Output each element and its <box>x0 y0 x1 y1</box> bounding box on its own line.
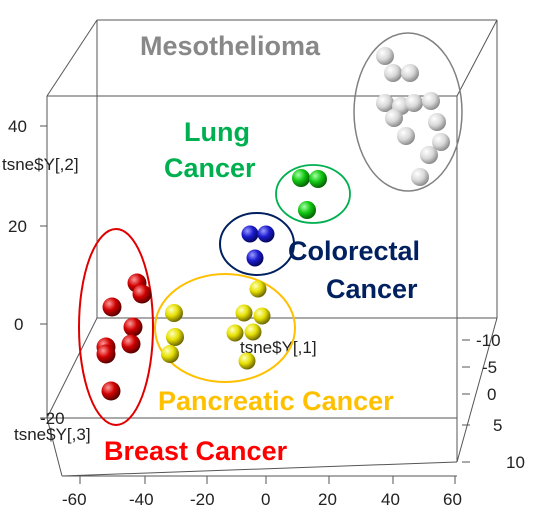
pancreatic-cancer-cluster-ring <box>154 273 296 383</box>
plot-box-frame <box>46 19 498 477</box>
colorectal-cancer-label-line-2: Cancer <box>326 274 418 304</box>
x-tick-label: 20 <box>318 490 337 509</box>
x-axis-title: tsne$Y[,1] <box>240 338 317 357</box>
z-tick-label: 5 <box>493 416 502 435</box>
breast-cancer-point <box>96 344 116 364</box>
x-tick-label: -20 <box>190 490 215 509</box>
z-tick-label: 0 <box>487 385 496 404</box>
pancreatic-cancer-point <box>249 280 267 298</box>
mesothelioma-point <box>376 94 394 112</box>
mesothelioma-point <box>376 47 394 65</box>
colorectal-cancer-label-line-1: Colorectal <box>288 236 420 266</box>
lung-cancer-label-line-1: Lung <box>184 117 250 147</box>
pancreatic-cancer-point <box>235 304 253 322</box>
pancreatic-cancer-point <box>226 324 244 342</box>
x-tick-label: 0 <box>261 490 270 509</box>
breast-cancer-point <box>102 297 122 317</box>
y-tick-label: 20 <box>8 217 27 236</box>
pancreatic-cancer-point <box>161 345 179 363</box>
z-tick-label: -5 <box>482 358 497 377</box>
colorectal-cancer-point <box>241 225 259 243</box>
axis-tick-marks <box>40 125 470 484</box>
z-tick-label: 10 <box>506 453 525 472</box>
y-tick-label: -20 <box>40 409 65 428</box>
pancreatic-cancer-point <box>238 352 256 370</box>
breast-cancer-label: Breast Cancer <box>104 436 288 466</box>
x-tick-label: 60 <box>443 490 462 509</box>
lung-cancer-points <box>292 169 327 219</box>
breast-cancer-points <box>96 273 152 401</box>
z-tick-label: -10 <box>476 331 501 350</box>
mesothelioma-point <box>384 64 402 82</box>
x-tick-label: -40 <box>129 490 154 509</box>
breast-cancer-point <box>101 381 121 401</box>
mesothelioma-point <box>422 92 440 110</box>
mesothelioma-point <box>401 64 419 82</box>
pancreatic-cancer-point <box>244 323 262 341</box>
mesothelioma-point <box>397 127 415 145</box>
breast-cancer-point <box>121 334 141 354</box>
pancreatic-cancer-points <box>161 280 271 370</box>
pancreatic-cancer-point <box>165 304 183 322</box>
lung-cancer-label-line-2: Cancer <box>164 153 256 183</box>
pancreatic-cancer-label: Pancreatic Cancer <box>158 386 394 416</box>
mesothelioma-points <box>376 47 450 186</box>
mesothelioma-label: Mesothelioma <box>140 31 321 61</box>
breast-cancer-point <box>123 317 143 337</box>
breast-cancer-cluster-ring <box>78 228 154 426</box>
pancreatic-cancer-point <box>166 328 184 346</box>
z-axis-title: tsne$Y[,3] <box>14 425 91 444</box>
mesothelioma-point <box>411 168 429 186</box>
colorectal-cancer-cluster-ring <box>219 212 295 276</box>
colorectal-cancer-points <box>241 225 275 267</box>
mesothelioma-point <box>385 109 403 127</box>
mesothelioma-cluster-ring <box>353 32 463 192</box>
lung-cancer-cluster-ring <box>275 164 351 224</box>
mesothelioma-point <box>432 133 450 151</box>
x-tick-label: 40 <box>381 490 400 509</box>
mesothelioma-point <box>428 113 446 131</box>
pancreatic-cancer-point <box>253 307 271 325</box>
colorectal-cancer-point <box>246 249 264 267</box>
mesothelioma-point <box>420 146 438 164</box>
y-tick-label: 40 <box>8 117 27 136</box>
lung-cancer-point <box>292 169 310 187</box>
x-tick-label: -60 <box>62 490 87 509</box>
lung-cancer-point <box>309 170 327 188</box>
mesothelioma-point <box>405 94 423 112</box>
y-tick-label: 0 <box>14 315 23 334</box>
colorectal-cancer-point <box>257 225 275 243</box>
y-axis-title: tsne$Y[,2] <box>2 155 79 174</box>
breast-cancer-point <box>132 284 152 304</box>
lung-cancer-point <box>298 201 316 219</box>
